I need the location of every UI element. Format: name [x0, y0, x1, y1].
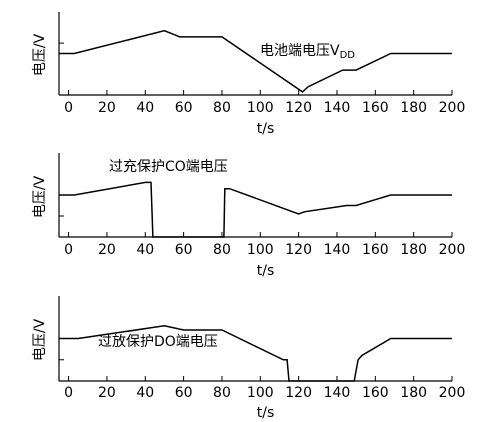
- chart-panel-1: 0 20 40 60 80 100 120 140 160 180 200 t/s 电压/V 电池端电压V…: [32, 12, 465, 137]
- x-tick-label: 180: [400, 100, 427, 116]
- x-tick-label: 0: [64, 100, 73, 116]
- x-tick-label: 80: [213, 242, 231, 258]
- y-axis-label: 电压/V: [32, 175, 48, 218]
- chart-panel-3: 0 20 40 60 80 100 120 140 160 180 200 t/s 电压/V 过放保护DO…: [32, 296, 465, 421]
- x-tick-label: 20: [98, 385, 116, 401]
- x-tick-label: 160: [362, 385, 389, 401]
- curve-annotation: 过充保护CO端电压: [109, 159, 228, 175]
- x-tick-label: 180: [400, 242, 427, 258]
- x-tick-label: 120: [285, 385, 312, 401]
- x-tick-label: 40: [136, 100, 154, 116]
- x-tick-label: 100: [247, 385, 274, 401]
- x-tick-label: 40: [136, 385, 154, 401]
- x-axis-label: t/s: [257, 263, 275, 279]
- x-tick-label: 120: [285, 242, 312, 258]
- x-tick-label: 40: [136, 242, 154, 258]
- x-tick-label: 200: [439, 242, 466, 258]
- x-tick-label: 180: [400, 385, 427, 401]
- x-tick-label: 20: [98, 242, 116, 258]
- annotation-subscript: DD: [340, 50, 356, 61]
- x-tick-label: 100: [247, 242, 274, 258]
- x-tick-label: 0: [64, 385, 73, 401]
- x-tick-label: 20: [98, 100, 116, 116]
- x-tick-label: 160: [362, 100, 389, 116]
- series-line-1: [59, 29, 452, 93]
- x-tick-label: 140: [324, 385, 351, 401]
- x-tick-label: 60: [175, 100, 193, 116]
- x-axis-label: t/s: [257, 405, 275, 421]
- y-axis-label: 电压/V: [32, 33, 48, 76]
- x-tick-label: 160: [362, 242, 389, 258]
- x-tick-label: 60: [175, 242, 193, 258]
- curve-annotation: 电池端电压VDD: [260, 43, 355, 61]
- series-line-1: [59, 181, 452, 238]
- x-tick-label: 140: [324, 100, 351, 116]
- x-tick-label: 80: [213, 100, 231, 116]
- curve-annotation: 过放保护DO端电压: [98, 334, 218, 350]
- x-tick-label: 200: [439, 100, 466, 116]
- chart-panel-2: 0 20 40 60 80 100 120 140 160 180 200 t/s 电压/V 过充保护CO…: [32, 153, 465, 279]
- x-axis-label: t/s: [257, 121, 275, 137]
- x-tick-label: 120: [285, 100, 312, 116]
- x-tick-label: 60: [175, 385, 193, 401]
- y-axis-label: 电压/V: [32, 318, 48, 361]
- x-tick-label: 200: [439, 385, 466, 401]
- x-tick-label: 100: [247, 100, 274, 116]
- x-tick-label: 80: [213, 385, 231, 401]
- x-tick-label: 140: [324, 242, 351, 258]
- x-tick-label: 0: [64, 242, 73, 258]
- series-line-1: [59, 325, 452, 382]
